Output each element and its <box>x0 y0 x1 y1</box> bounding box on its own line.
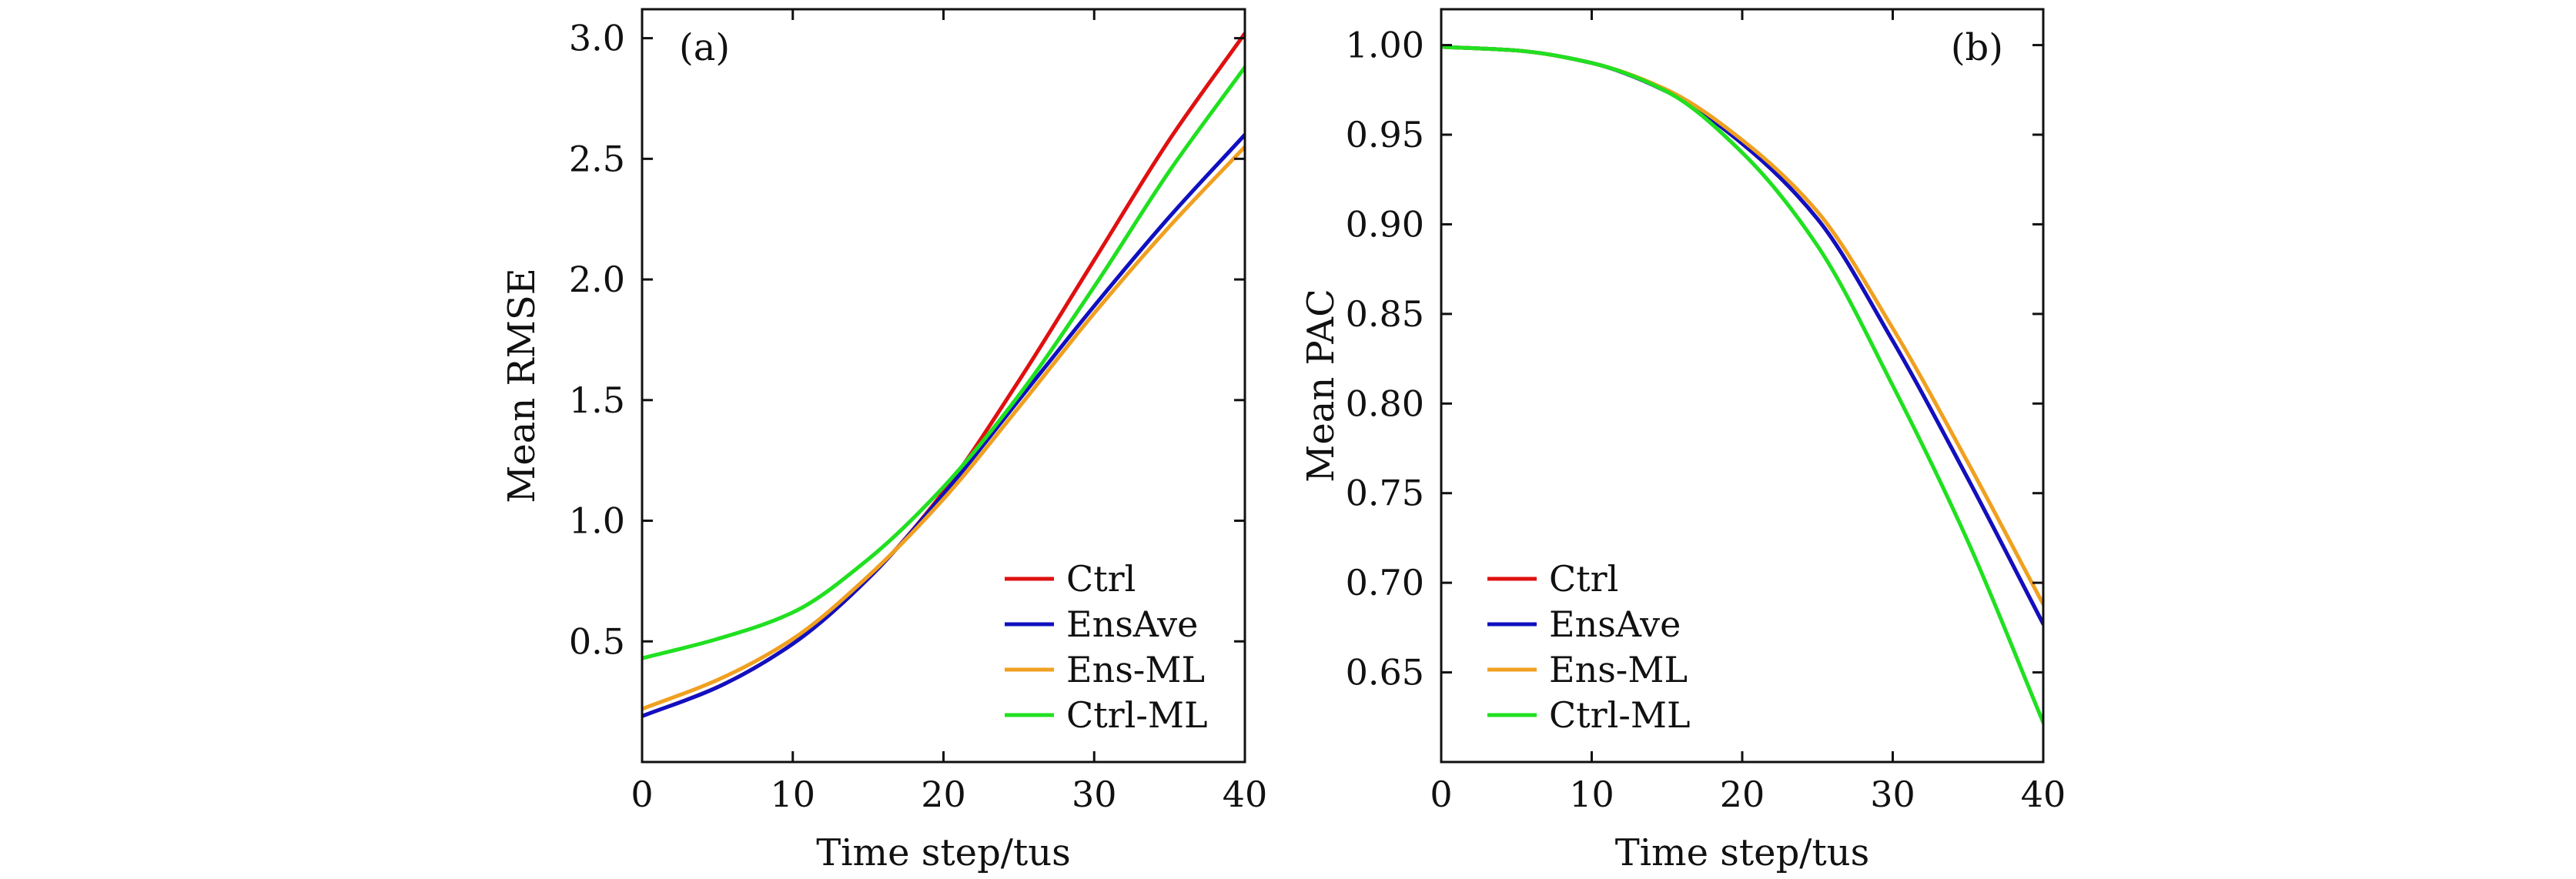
x-tick-label: 20 <box>921 774 966 815</box>
y-tick-label: 3.0 <box>569 18 625 59</box>
panel-label: (a) <box>679 26 730 69</box>
y-tick-label: 2.5 <box>569 138 625 179</box>
series-line-ensave <box>1441 45 2043 627</box>
x-axis-label: Time step/tus <box>816 831 1071 874</box>
series-line-ens-ml <box>642 145 1245 711</box>
y-tick-label: 1.5 <box>569 379 625 421</box>
series-lines <box>1441 45 2043 725</box>
x-tick-label: 40 <box>1223 774 1268 815</box>
x-tick-label: 10 <box>770 774 815 815</box>
x-tick-label: 30 <box>1072 774 1117 815</box>
y-tick-label: 0.65 <box>1346 652 1424 694</box>
x-tick-label: 20 <box>1720 774 1765 815</box>
legend-label: EnsAve <box>1066 603 1198 645</box>
y-tick-label: 0.85 <box>1346 293 1424 335</box>
x-tick-label: 10 <box>1569 774 1614 815</box>
legend-label: EnsAve <box>1549 603 1681 645</box>
x-axis-label: Time step/tus <box>1615 831 1870 874</box>
y-tick-label: 0.70 <box>1346 562 1424 603</box>
y-tick-label: 1.0 <box>569 500 625 542</box>
x-tick-label: 40 <box>2021 774 2066 815</box>
panel-b: 0 10 20 30 40 0.65 0.70 0.75 0.80 0.85 0.90 0.95 1.0… <box>1300 8 2066 874</box>
x-tick-label: 0 <box>1430 774 1452 815</box>
series-line-ctrl <box>1441 45 2043 627</box>
legend-label: Ctrl <box>1066 558 1136 600</box>
series-line-ctrl-ml <box>642 65 1245 660</box>
series-line-ctrl-ml <box>1441 45 2043 725</box>
y-tick-label: 0.5 <box>569 620 625 662</box>
legend-label: Ctrl <box>1549 558 1618 600</box>
y-tick-label: 0.90 <box>1346 203 1424 245</box>
series-lines <box>642 31 1245 718</box>
y-axis-label: Mean RMSE <box>500 268 544 503</box>
panel-a: 0 10 20 30 40 0.5 1.0 1.5 2.0 2.5 3.0 Time step/tus… <box>500 8 1268 874</box>
x-tick-label: 30 <box>1870 774 1915 815</box>
legend-label: Ens-ML <box>1549 649 1688 690</box>
plot-frame <box>1440 8 2045 764</box>
y-axis-label: Mean PAC <box>1300 289 1343 483</box>
legend-label: Ctrl-ML <box>1549 694 1691 736</box>
series-line-ensave <box>642 132 1245 718</box>
y-tick-label: 0.80 <box>1346 383 1424 424</box>
y-tick-label: 2.0 <box>569 259 625 300</box>
legend-label: Ctrl-ML <box>1066 694 1208 736</box>
panel-label: (b) <box>1951 26 2003 69</box>
y-tick-label: 0.95 <box>1346 114 1424 155</box>
y-tick-label: 0.75 <box>1346 473 1424 514</box>
x-tick-label: 0 <box>631 774 653 815</box>
y-tick-label: 1.00 <box>1346 25 1424 66</box>
series-line-ens-ml <box>1441 45 2043 607</box>
legend-label: Ens-ML <box>1066 649 1205 690</box>
